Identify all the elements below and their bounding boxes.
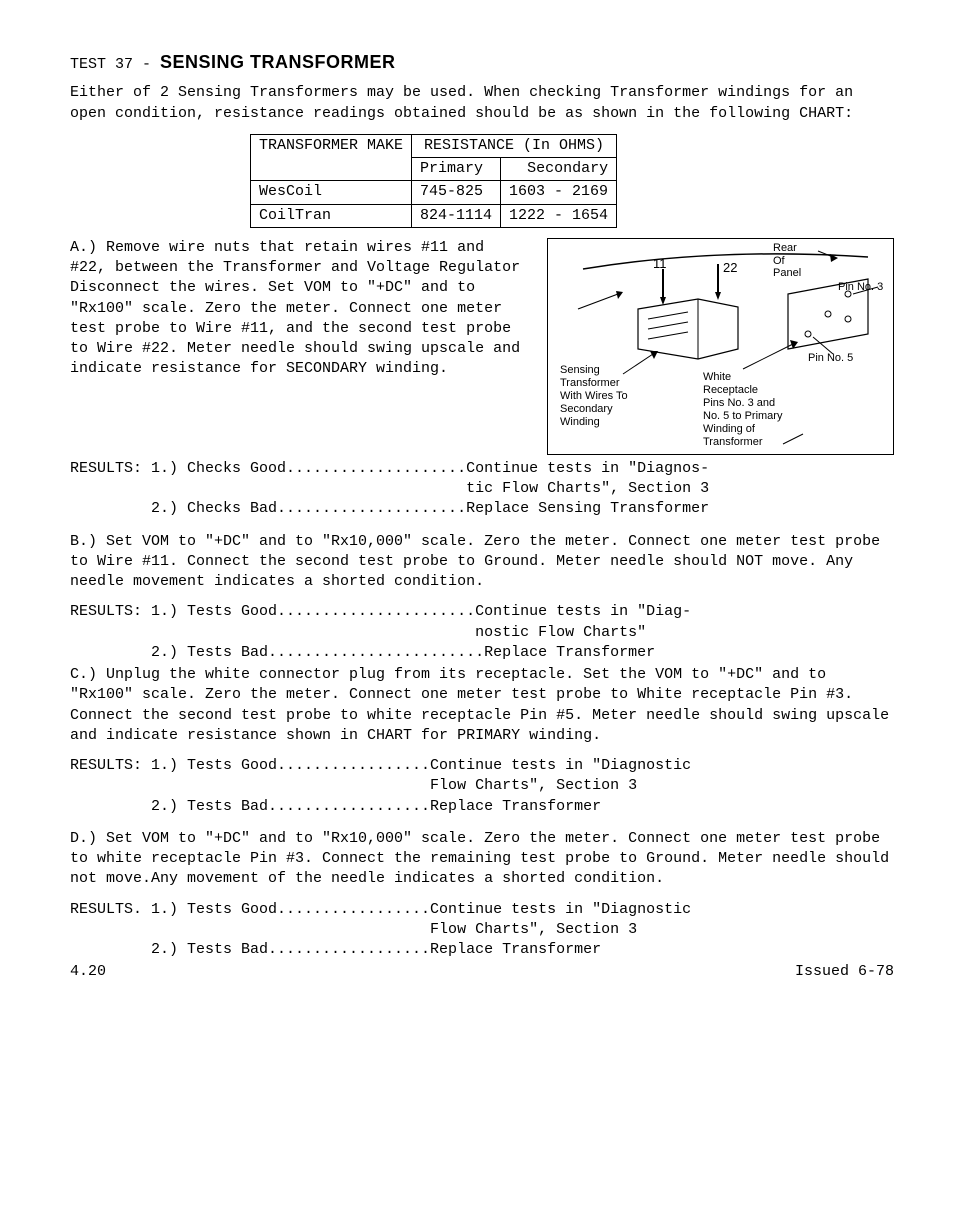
label-windingof: Winding of [703, 423, 755, 435]
section-b-text: B.) Set VOM to "+DC" and to "Rx10,000" s… [70, 532, 894, 593]
section-c-text: C.) Unplug the white connector plug from… [70, 665, 894, 746]
page-footer: 4.20 Issued 6-78 [70, 962, 894, 982]
label-white: White [703, 371, 731, 383]
transformer-diagram: 11 22 Rear Of Panel Pin No. 3 Pin No. 5 … [547, 238, 894, 455]
label-rear: Rear [773, 242, 797, 254]
label-receptacle: Receptacle [703, 384, 758, 396]
th-secondary: Secondary [501, 158, 617, 181]
th-primary: Primary [412, 158, 501, 181]
label-pin5: Pin No. 5 [808, 352, 853, 364]
label-no5: No. 5 to Primary [703, 410, 782, 422]
label-panel: Panel [773, 267, 801, 279]
label-sensing: Sensing [560, 364, 600, 376]
label-22: 22 [723, 261, 737, 275]
th-make: TRANSFORMER MAKE [259, 137, 403, 154]
title-prefix: TEST 37 - [70, 56, 160, 73]
label-pins: Pins No. 3 and [703, 397, 775, 409]
label-secondary: Secondary [560, 403, 613, 415]
issued-date: Issued 6-78 [795, 962, 894, 982]
page-number: 4.20 [70, 962, 106, 982]
intro-text: Either of 2 Sensing Transformers may be … [70, 83, 894, 124]
th-resist: RESISTANCE (In OHMS) [424, 137, 604, 154]
label-of: Of [773, 255, 785, 267]
results-c: RESULTS: 1.) Tests Good.................… [70, 756, 894, 817]
label-11: 11 [653, 257, 667, 271]
section-a-text: A.) Remove wire nuts that retain wires #… [70, 238, 529, 455]
label-winding: Winding [560, 416, 600, 428]
label-transformer: Transformer [560, 377, 620, 389]
results-d: RESULTS. 1.) Tests Good.................… [70, 900, 894, 961]
table-row: CoilTran 824-1114 1222 - 1654 [251, 204, 617, 227]
results-a: RESULTS: 1.) Checks Good................… [70, 459, 894, 520]
label-pin3: Pin No. 3 [838, 281, 883, 293]
label-withwires: With Wires To [560, 390, 628, 402]
page-title: TEST 37 - SENSING TRANSFORMER [70, 50, 894, 75]
table-row: WesCoil 745-825 1603 - 2169 [251, 181, 617, 204]
label-transformer2: Transformer [703, 436, 763, 448]
title-main: SENSING TRANSFORMER [160, 52, 396, 72]
results-b: RESULTS: 1.) Tests Good.................… [70, 602, 894, 663]
resistance-table: TRANSFORMER MAKE RESISTANCE (In OHMS) Pr… [250, 134, 617, 228]
section-d-text: D.) Set VOM to "+DC" and to "Rx10,000" s… [70, 829, 894, 890]
